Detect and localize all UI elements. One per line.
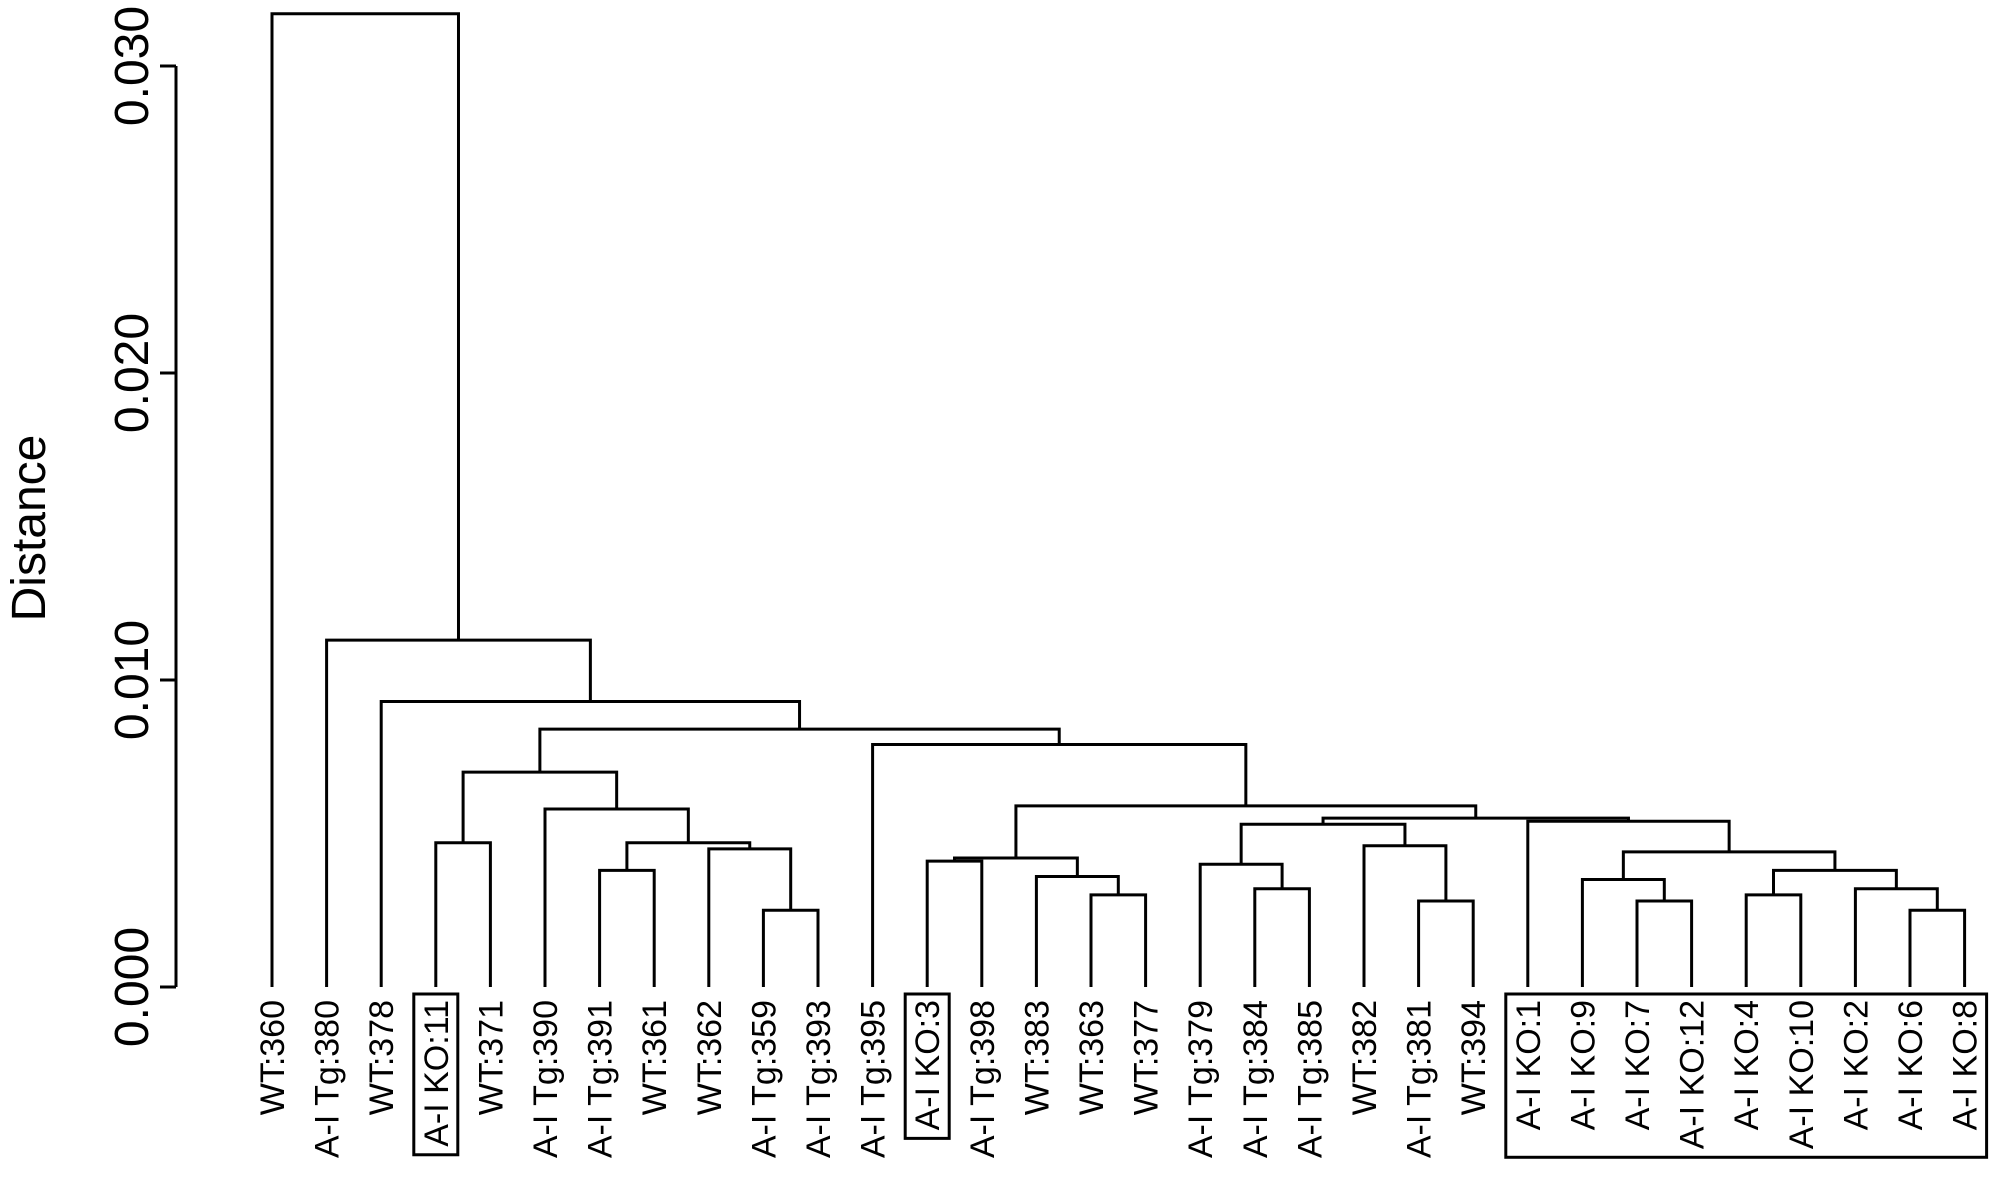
dendrogram-tree — [270, 12, 1967, 987]
y-tick-label: 0.000 — [106, 927, 159, 1047]
highlight-box-1 — [412, 992, 460, 1157]
leaf-label: WT:371 — [472, 1000, 510, 1115]
leaf-label: A-I Tg:398 — [964, 1000, 1002, 1158]
y-tick-label: 0.020 — [106, 313, 159, 433]
merge-link-10 — [1034, 874, 1120, 987]
leaf-label: A-I Tg:381 — [1401, 1000, 1439, 1158]
merge-link-1 — [761, 908, 820, 987]
leaf-label: A-I Tg:359 — [745, 1000, 783, 1158]
y-tick-label: 0.030 — [106, 6, 159, 126]
merge-link-2 — [1908, 908, 1967, 987]
merge-link-16 — [1621, 850, 1837, 880]
merge-link-20 — [625, 841, 752, 871]
y-tick-label: 0.010 — [106, 620, 159, 740]
leaf-label: WT:378 — [363, 1000, 401, 1115]
highlight-box-2 — [903, 992, 951, 1140]
merge-link-29 — [379, 699, 802, 987]
leaf-label: A-I Tg:384 — [1237, 1000, 1275, 1158]
leaf-label: A-I KO:7 — [1619, 1000, 1657, 1130]
merge-link-14 — [925, 859, 984, 987]
merge-link-8 — [1253, 887, 1311, 987]
merge-link-24 — [543, 807, 690, 987]
leaf-label: A-I KO:1 — [1510, 1000, 1548, 1130]
highlight-boxes — [412, 992, 1989, 1159]
leaf-label: A-I Tg:379 — [1182, 1000, 1220, 1158]
leaf-label: A-I Tg:391 — [582, 1000, 620, 1158]
merge-link-7 — [1853, 887, 1939, 987]
leaf-label: A-I KO:9 — [1564, 1000, 1602, 1130]
leaf-label: A-I KO:10 — [1783, 1000, 1821, 1149]
leaf-label: A-I KO:6 — [1892, 1000, 1930, 1130]
leaf-label: A-I KO:3 — [909, 1000, 947, 1130]
highlight-box-3 — [1504, 992, 1989, 1159]
y-axis-label: Distance — [3, 435, 56, 622]
leaf-label: A-I Tg:395 — [855, 1000, 893, 1158]
merge-link-3 — [1417, 899, 1475, 987]
merge-link-26 — [461, 770, 619, 843]
merge-link-17 — [707, 847, 793, 987]
leaf-label: A-I KO:2 — [1837, 1000, 1875, 1130]
merge-link-11 — [598, 868, 656, 987]
merge-link-9 — [1580, 878, 1666, 987]
merge-link-31 — [270, 12, 460, 987]
leaf-label: A-I KO:11 — [418, 1000, 456, 1147]
leaf-label: WT:394 — [1455, 1000, 1493, 1115]
leaf-label: WT:363 — [1073, 1000, 1111, 1115]
leaf-label: WT:377 — [1128, 1000, 1166, 1115]
leaf-labels: WT:360 A-I Tg:380 WT:378 A-I KO:11 WT:371 A-I… — [254, 1000, 1985, 1158]
merge-link-21 — [1239, 822, 1407, 865]
merge-link-13 — [1198, 862, 1284, 987]
merge-link-28 — [538, 727, 1061, 773]
leaf-label: A-I Tg:385 — [1291, 1000, 1329, 1158]
merge-link-12 — [1772, 868, 1898, 895]
leaf-label: A-I KO:4 — [1728, 1000, 1766, 1130]
leaf-label: A-I KO:8 — [1947, 1000, 1985, 1130]
merge-link-19 — [434, 841, 492, 987]
merge-link-6 — [1089, 893, 1148, 987]
leaf-label: WT:360 — [254, 1000, 292, 1115]
leaf-label: WT:382 — [1346, 1000, 1384, 1115]
leaf-label: A-I Tg:393 — [800, 1000, 838, 1158]
merge-link-22 — [1526, 819, 1731, 987]
merge-link-18 — [1362, 844, 1448, 987]
leaf-label: WT:361 — [636, 1000, 674, 1115]
merge-link-5 — [1744, 893, 1803, 987]
merge-link-4 — [1635, 899, 1694, 987]
y-axis: 0.000 0.010 0.020 0.030 — [106, 6, 178, 1047]
leaf-label: A-I Tg:390 — [527, 1000, 565, 1158]
leaf-label: A-I Tg:380 — [309, 1000, 347, 1158]
leaf-label: A-I KO:12 — [1674, 1000, 1712, 1149]
leaf-label: WT:362 — [691, 1000, 729, 1115]
leaf-label: WT:383 — [1018, 1000, 1056, 1115]
merge-link-25 — [1014, 804, 1478, 859]
merge-link-30 — [325, 638, 592, 987]
